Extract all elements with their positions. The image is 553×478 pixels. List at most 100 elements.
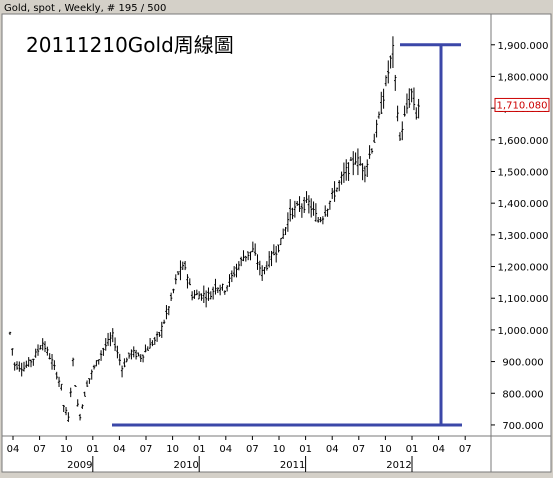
- ohlc-bar: [415, 107, 418, 120]
- last-price-label: 1,710.080: [497, 100, 548, 111]
- x-year-label: 2011: [280, 460, 305, 471]
- ohlc-bar: [134, 349, 138, 360]
- ohlc-bar: [328, 200, 332, 210]
- ohlc-bar: [237, 261, 241, 271]
- x-tick-label: 07: [352, 444, 365, 455]
- ohlc-bar: [405, 93, 409, 114]
- ohlc-bar: [375, 119, 378, 138]
- ohlc-bar: [377, 111, 381, 119]
- ohlc-bar: [289, 199, 292, 222]
- ohlc-bar: [265, 261, 269, 271]
- ohlc-bar: [361, 163, 364, 181]
- y-tick-label: 900.000: [502, 358, 543, 369]
- ohlc-bar: [81, 404, 84, 409]
- ohlc-bar: [15, 361, 19, 370]
- y-tick-label: 700.000: [502, 421, 543, 432]
- ohlc-bar: [158, 331, 161, 337]
- ohlc-bar: [85, 380, 89, 387]
- ohlc-bar: [137, 352, 140, 357]
- ohlc-bar: [41, 338, 44, 351]
- ohlc-bar: [333, 181, 336, 202]
- plot-area[interactable]: [1, 13, 492, 437]
- ohlc-bar: [274, 245, 278, 263]
- ohlc-bar: [36, 344, 40, 356]
- ohlc-bar: [29, 359, 33, 368]
- ohlc-bar: [193, 290, 196, 299]
- ohlc-bar: [109, 332, 112, 347]
- ohlc-bar: [370, 148, 374, 154]
- ohlc-bar: [345, 159, 348, 181]
- ohlc-bar: [57, 376, 61, 388]
- ohlc-bar: [197, 291, 201, 300]
- ohlc-bar: [228, 274, 231, 287]
- ohlc-bar: [97, 359, 100, 365]
- ohlc-bar: [132, 346, 135, 358]
- ohlc-bar: [363, 165, 367, 183]
- ohlc-bar: [118, 353, 121, 366]
- ohlc-bar: [356, 148, 360, 176]
- y-tick-label: 1,600.000: [498, 136, 549, 147]
- ohlc-bar: [188, 278, 191, 286]
- y-tick-label: 1,100.000: [498, 294, 549, 305]
- ohlc-bar: [249, 251, 252, 261]
- ohlc-bar: [106, 332, 110, 346]
- ohlc-bar: [347, 162, 350, 181]
- annotation-lines: [112, 43, 462, 427]
- ohlc-bar: [253, 243, 257, 256]
- ohlc-bar: [412, 87, 416, 111]
- x-tick-label: 01: [299, 444, 312, 455]
- ohlc-bar: [216, 287, 220, 294]
- ohlc-bar: [235, 263, 238, 278]
- ohlc-bar: [366, 159, 369, 178]
- ohlc-bar: [223, 290, 227, 295]
- ohlc-bar: [162, 319, 166, 325]
- ohlc-bar: [64, 407, 68, 416]
- y-tick-label: 1,200.000: [498, 263, 549, 274]
- ohlc-bar: [270, 250, 273, 267]
- ohlc-bar: [279, 237, 283, 246]
- ohlc-bar: [11, 348, 14, 356]
- ohlc-bar: [99, 350, 103, 361]
- ohlc-bar: [55, 371, 58, 380]
- ohlc-bar: [408, 88, 411, 108]
- price-bars: [8, 36, 420, 422]
- x-year-label: 2010: [173, 460, 198, 471]
- ohlc-bar: [74, 385, 77, 387]
- ohlc-bar: [352, 151, 355, 176]
- ohlc-bar: [139, 354, 142, 362]
- x-tick-label: 07: [246, 444, 259, 455]
- ohlc-bar: [307, 195, 311, 214]
- ohlc-bar: [34, 348, 37, 358]
- ohlc-bar: [200, 293, 203, 301]
- ohlc-bar: [95, 360, 98, 367]
- x-year-label: 2009: [67, 460, 92, 471]
- ohlc-bar: [340, 171, 343, 185]
- ohlc-bar: [398, 132, 402, 141]
- ohlc-bar: [50, 353, 54, 370]
- x-tick-label: 10: [60, 444, 73, 455]
- ohlc-bar: [204, 290, 208, 308]
- ohlc-bar: [214, 278, 217, 295]
- x-tick-label: 04: [7, 444, 20, 455]
- y-tick-label: 1,800.000: [498, 72, 549, 83]
- ohlc-bar: [62, 404, 65, 413]
- ohlc-bar: [321, 216, 325, 225]
- ohlc-bar: [116, 345, 119, 359]
- ohlc-bar: [359, 156, 362, 166]
- ohlc-bar: [281, 228, 285, 239]
- y-tick-label: 1,500.000: [498, 168, 549, 179]
- ohlc-bar: [338, 180, 341, 192]
- ohlc-bar: [92, 364, 96, 370]
- ohlc-bar: [209, 291, 213, 300]
- ohlc-bar: [18, 361, 21, 372]
- ohlc-bar: [186, 274, 189, 289]
- ohlc-bar: [125, 357, 128, 363]
- ohlc-bar: [324, 205, 327, 217]
- ohlc-bar: [410, 88, 413, 103]
- ohlc-bar: [331, 187, 334, 199]
- ohlc-bar: [144, 344, 147, 353]
- ohlc-bar: [69, 387, 72, 398]
- ohlc-bar: [326, 208, 329, 217]
- ohlc-bar: [260, 265, 264, 281]
